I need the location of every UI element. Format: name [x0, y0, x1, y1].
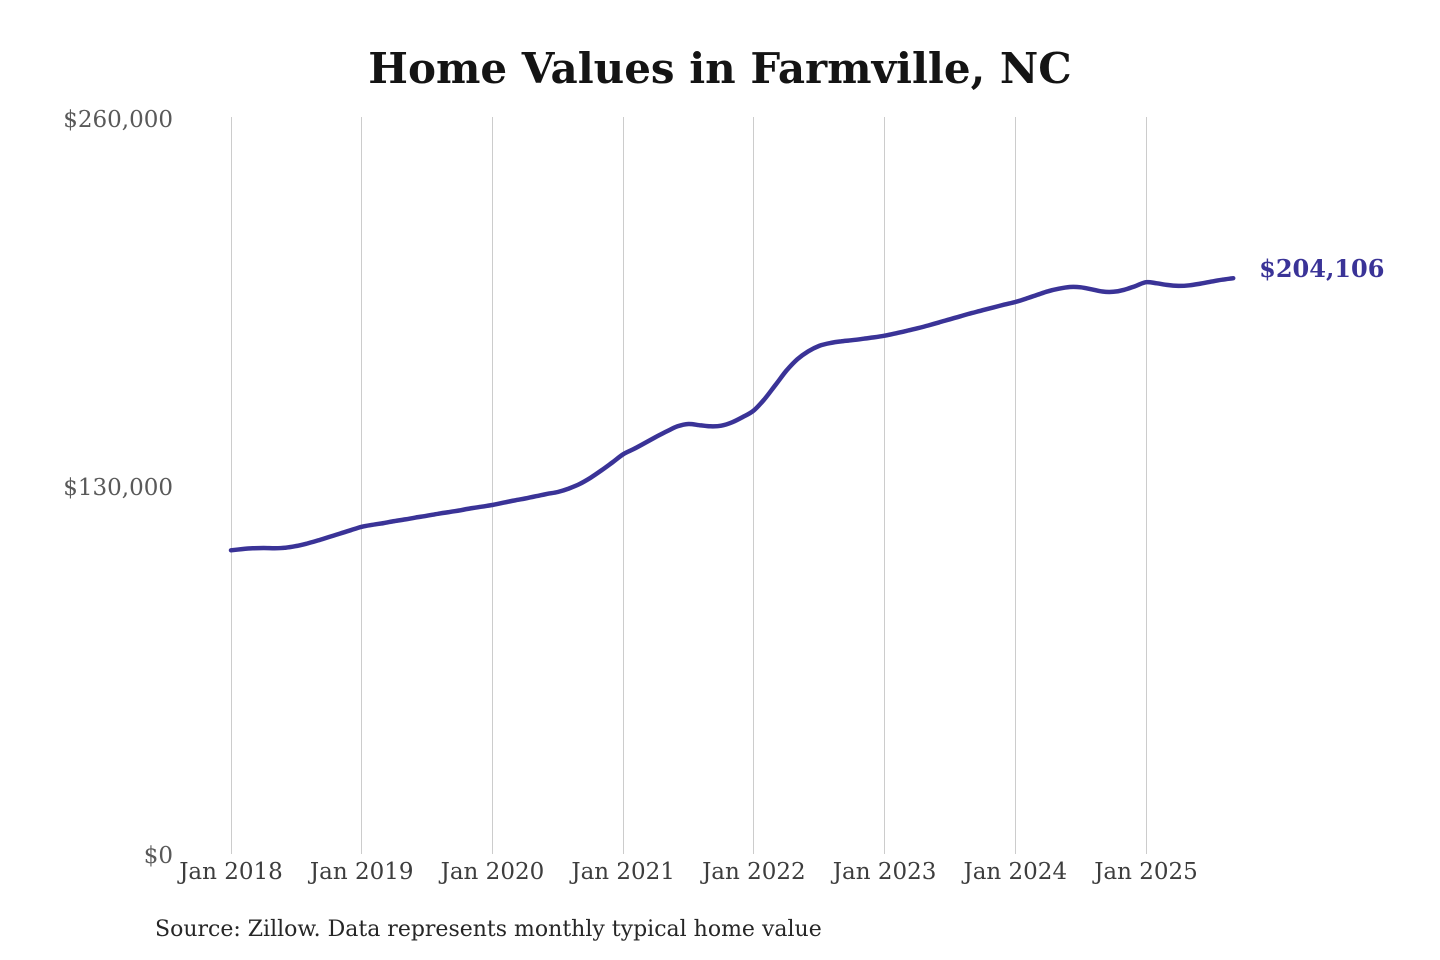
x-axis-label-jan-2025: Jan 2025 [1094, 859, 1198, 885]
gridline-jan-2018 [230, 117, 232, 854]
x-axis-label-jan-2024: Jan 2024 [963, 859, 1068, 885]
current-value-label: $204,106 [1259, 254, 1385, 284]
gridline-jan-2020 [491, 117, 493, 854]
x-axis-label-jan-2018: Jan 2018 [179, 859, 283, 885]
x-axis-label-jan-2023: Jan 2023 [832, 859, 937, 885]
gridline-jan-2019 [361, 117, 363, 854]
x-axis-label-jan-2020: Jan 2020 [440, 859, 545, 885]
y-axis-label-130000: $130,000 [63, 475, 173, 501]
gridline-jan-2025 [1145, 117, 1147, 854]
chart-title: Home Values in Farmville, NC [368, 44, 1072, 93]
x-axis-label-jan-2019: Jan 2019 [309, 859, 414, 885]
gridline-jan-2023 [884, 117, 886, 854]
y-axis-label-0: $0 [143, 843, 173, 869]
gridline-jan-2024 [1014, 117, 1016, 854]
gridline-jan-2021 [622, 117, 624, 854]
home-value-line [228, 275, 1236, 553]
y-axis-label-260000: $260,000 [63, 107, 173, 133]
x-axis-label-jan-2022: Jan 2022 [702, 859, 806, 885]
x-axis-label-jan-2021: Jan 2021 [571, 859, 675, 885]
gridline-jan-2022 [753, 117, 755, 854]
source-note: Source: Zillow. Data represents monthly … [155, 917, 822, 942]
